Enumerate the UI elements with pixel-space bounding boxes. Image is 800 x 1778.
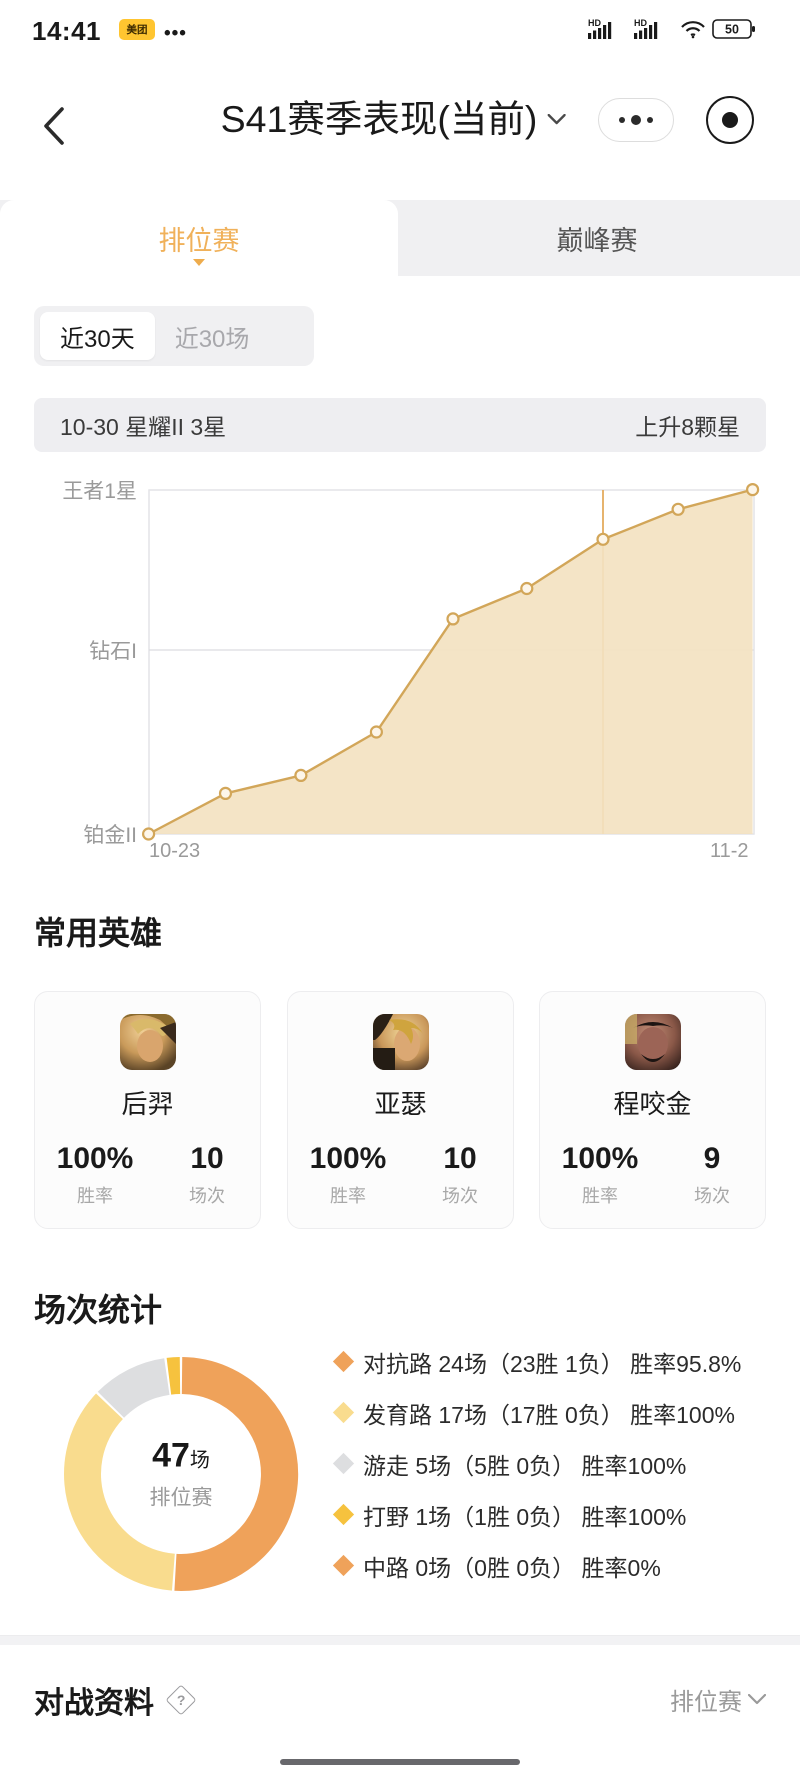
svg-text:HD: HD	[634, 18, 647, 28]
svg-text:HD: HD	[588, 18, 601, 28]
svg-text:50: 50	[725, 23, 739, 37]
